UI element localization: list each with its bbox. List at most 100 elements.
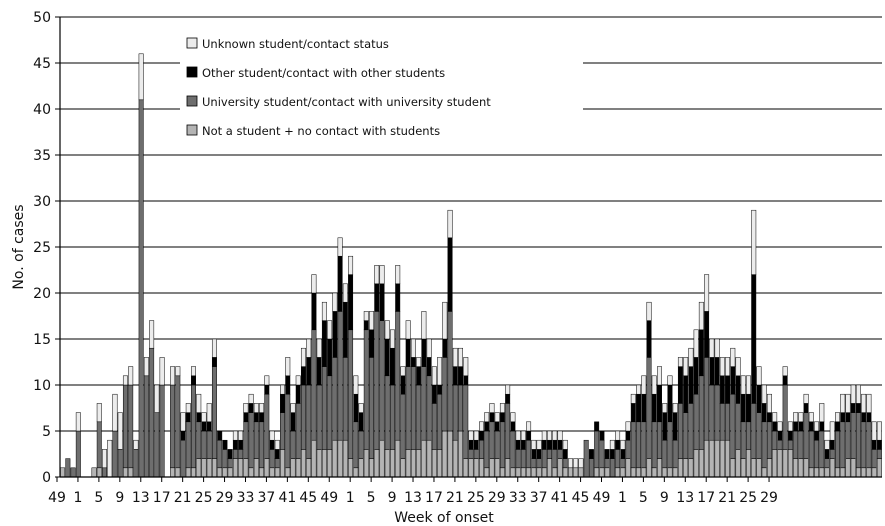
bar-segment [149,320,155,349]
bar-segment [777,439,783,450]
bar-segment [730,458,736,478]
bar-segment [547,449,553,459]
bar-segment [541,439,547,450]
bar-segment [374,311,380,450]
bar-segment [96,421,102,469]
bar-segment [793,421,799,432]
bar-segment [557,439,563,450]
x-tick-label: 45 [299,490,317,506]
bar-segment [175,467,181,478]
bar-segment [814,421,820,432]
bar-segment [206,403,212,423]
bar-segment [379,439,385,478]
bar-segment [232,449,238,459]
bar-segment [730,393,736,459]
bar-segment [693,449,699,478]
bar-segment [191,375,196,386]
bar-segment [180,430,186,441]
x-tick-label: 5 [639,490,648,506]
bar-segment [117,412,123,450]
bar-segment [777,449,783,478]
bar-segment [295,403,301,459]
bar-segment [248,403,254,413]
bar-segment [505,384,511,395]
bar-segment [547,439,553,450]
bar-segment [70,467,76,478]
bar-segment [300,449,306,478]
bar-segment [452,347,458,367]
bar-segment [819,430,825,469]
bar-segment [185,467,191,478]
bar-segment [91,467,97,478]
bar-segment [395,265,401,285]
bar-segment [489,421,495,459]
bar-segment [421,366,427,441]
bar-segment [369,329,374,358]
bar-segment [599,439,605,469]
bar-segment [248,467,254,478]
bar-segment [259,412,265,423]
bar-segment [484,412,490,423]
bar-segment [725,375,731,404]
bar-segment [499,412,505,423]
bar-segment [541,430,547,441]
bar-segment [374,449,380,478]
bar-segment [510,430,516,469]
bar-segment [824,467,830,478]
bar-segment [531,449,537,459]
x-tick-label: 9 [388,490,397,506]
bar-segment [253,458,259,478]
bar-segment [583,439,589,478]
bar-segment [520,449,526,469]
bar-segment [876,449,882,459]
bar-segment [217,430,223,441]
bar-segment [337,311,343,441]
bar-segment [829,458,835,478]
bar-segment [630,421,636,469]
bar-segment [494,430,500,459]
bar-segment [866,421,872,469]
bar-segment [588,458,594,478]
bar-segment [201,430,207,459]
bar-segment [829,449,835,459]
bar-segment [238,439,244,450]
bar-segment [646,357,652,459]
bar-segment [704,311,710,358]
bar-segment [557,458,563,478]
bar-segment [641,421,647,469]
bar-segment [222,467,228,478]
bar-segment [772,421,778,432]
bar-segment [866,467,872,478]
bar-segment [499,421,505,469]
bar-segment [494,458,500,478]
bar-segment [782,366,788,377]
x-tick-label: 1 [73,490,82,506]
bar-segment [243,412,249,423]
bar-segment [850,458,856,478]
bar-segment [787,430,793,441]
bar-segment [379,320,385,441]
bar-segment [374,265,380,285]
bar-segment [400,375,406,395]
legend-swatch [186,66,198,78]
bar-segment [321,366,327,450]
y-tick-label: 10 [33,378,51,394]
y-tick-label: 25 [33,240,51,256]
y-tick-label: 0 [42,470,51,486]
bar-segment [683,357,689,377]
bar-segment [437,393,443,450]
bar-segment [484,421,490,432]
bar-segment [782,375,788,386]
bar-segment [285,375,291,395]
bar-segment [426,357,432,377]
bar-segment [369,357,374,459]
bar-segment [426,338,432,358]
bar-segment [185,421,191,469]
bar-segment [683,412,689,459]
bar-segment [468,439,474,450]
bar-segment [353,375,359,395]
bar-segment [871,421,877,441]
bar-segment [599,430,605,441]
bar-segment [677,357,683,367]
bar-segment [725,403,731,441]
